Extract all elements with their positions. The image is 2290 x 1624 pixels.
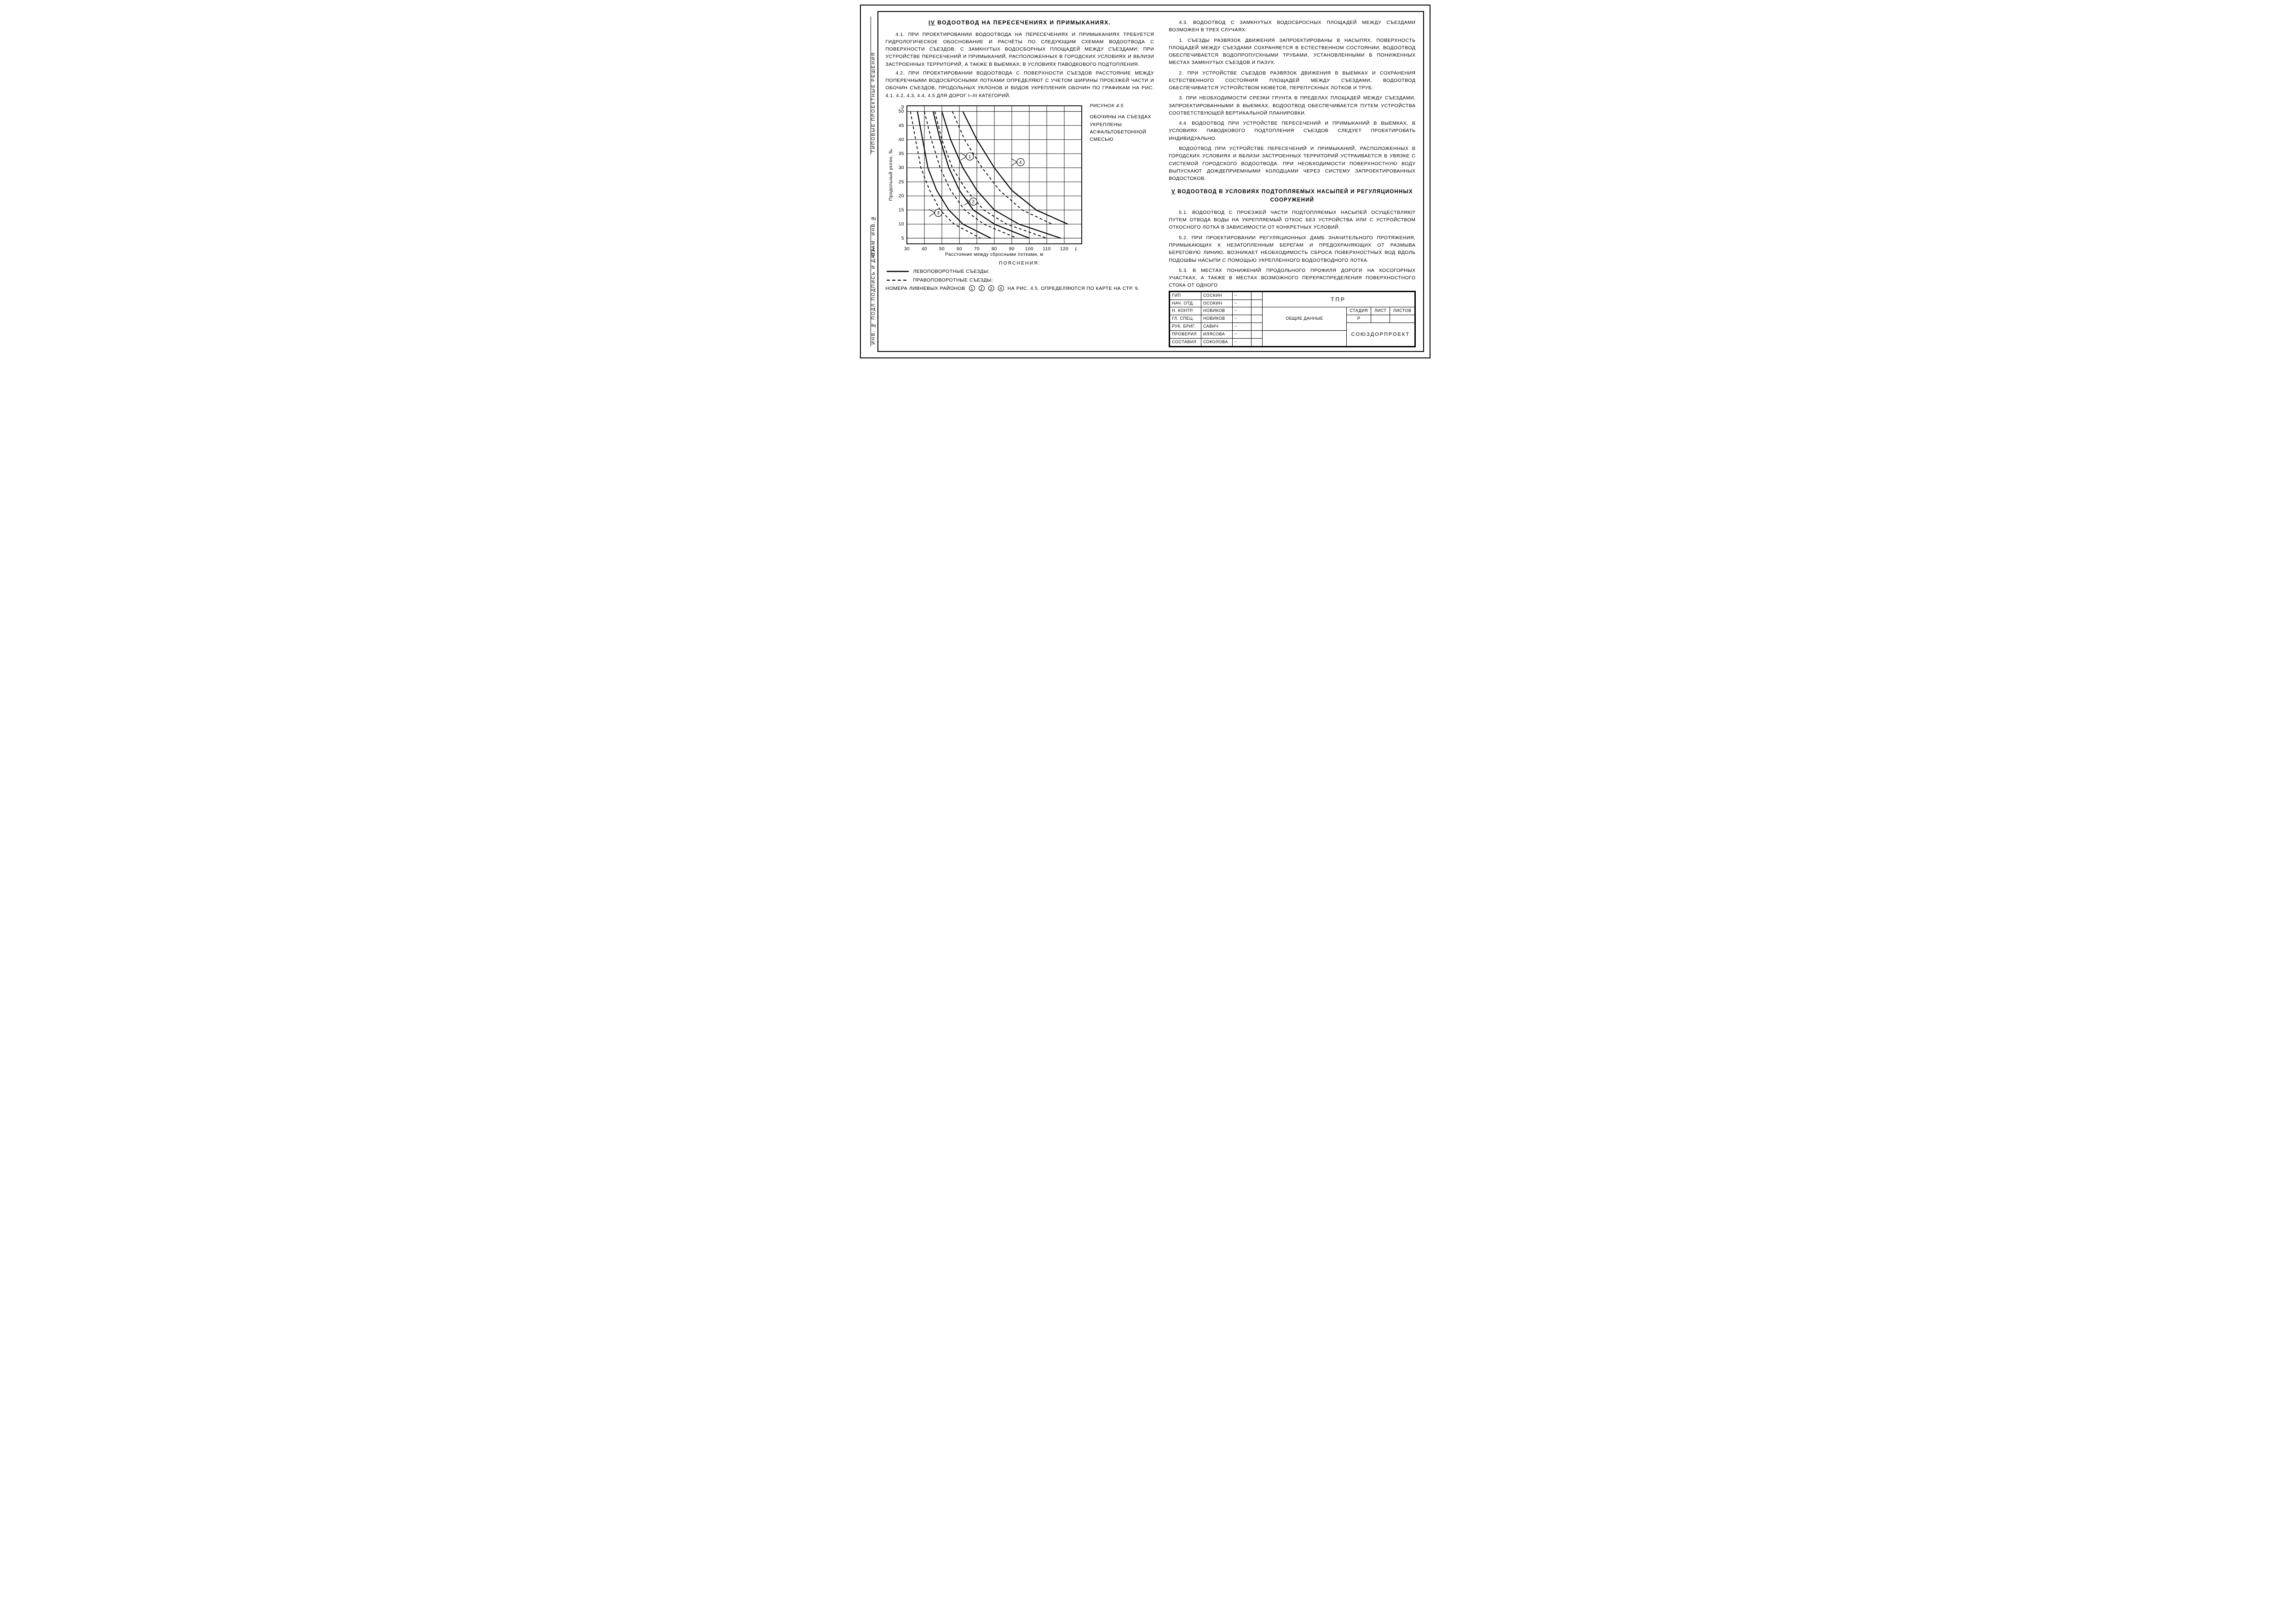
chart-subtitle-1: Обочины на съездах укреплены: [1090, 113, 1154, 128]
legend-note: Номера ливневых районов 1 2 3 4 на рис. …: [886, 285, 1154, 292]
sidebar-label-3: подпись и дата: [871, 258, 876, 302]
svg-text:40: 40: [921, 247, 927, 252]
svg-text:5: 5: [901, 236, 904, 241]
svg-text:4: 4: [1019, 160, 1021, 165]
svg-text:80: 80: [991, 247, 997, 252]
legend-note-1: Номера ливневых районов: [886, 285, 965, 292]
para-5-1: 5.1. Водоотвод с проезжей части подтопля…: [1169, 209, 1415, 231]
right-column: 4.3. Водоотвод с замкнутых водосбросных …: [1161, 12, 1423, 351]
para-4-3: 4.3. Водоотвод с замкнутых водосбросных …: [1169, 19, 1415, 34]
chart-subtitle-2: асфальтобетонной смесью: [1090, 128, 1154, 144]
title-block: ГИПСоскин ~ ТПР Нач. отд.Осокин~ Н. конт…: [1169, 291, 1415, 348]
chart-block: 30 40 50 60 70 80 90 100 110 120 L 5 10 15 20 25 30 35 40 4…: [886, 102, 1154, 258]
legend-solid: левоповоротные съезды;: [886, 268, 1154, 275]
chart-4-5: 30 40 50 60 70 80 90 100 110 120 L 5 10 15 20 25 30 35 40 4…: [886, 102, 1085, 258]
para-4-4a: 4.4. Водоотвод при устройстве пересечени…: [1169, 120, 1415, 142]
svg-text:25: 25: [898, 179, 904, 184]
svg-text:Расстояние между сбросными лот: Расстояние между сбросными лотками, м: [945, 252, 1044, 257]
svg-text:30: 30: [904, 247, 909, 252]
legend-heading: Пояснения:: [886, 259, 1154, 267]
svg-text:10: 10: [898, 222, 904, 227]
svg-text:20: 20: [898, 194, 904, 199]
svg-text:35: 35: [898, 151, 904, 156]
para-5-2: 5.2. При проектировании регуляционных да…: [1169, 234, 1415, 264]
para-4-1: 4.1. При проектировании водоотвода на пе…: [886, 31, 1154, 68]
svg-text:90: 90: [1009, 247, 1014, 252]
legend-solid-label: левоповоротные съезды;: [913, 268, 990, 275]
svg-text:3: 3: [937, 211, 940, 216]
legend-circle-4: 4: [998, 285, 1004, 291]
section-5-heading: V Водоотвод в условиях подтопляемых насы…: [1169, 188, 1415, 205]
para-4-3-1: 1. Съезды развязок движения запроектиров…: [1169, 37, 1415, 67]
legend: Пояснения: левоповоротные съезды; правоп…: [886, 259, 1154, 292]
left-binding-sidebar: типовые проектные решения взам. инв.№ по…: [868, 17, 878, 346]
svg-text:Э: Э: [900, 105, 904, 110]
svg-text:30: 30: [898, 166, 904, 171]
svg-text:120: 120: [1060, 247, 1068, 252]
legend-circle-2: 2: [979, 285, 985, 291]
svg-text:2: 2: [972, 200, 975, 205]
section-4-heading: IV Водоотвод на пересечениях и примыкани…: [886, 18, 1154, 27]
legend-circle-1: 1: [969, 285, 975, 291]
para-4-3-3: 3. При необходимости срезки грунта в пре…: [1169, 94, 1415, 117]
para-4-3-2: 2. При устройстве съездов развязок движе…: [1169, 69, 1415, 92]
legend-dash-icon: [886, 278, 910, 282]
legend-note-2: на рис. 4.5. определяются по карте на ст…: [1008, 285, 1140, 292]
svg-text:50: 50: [939, 247, 944, 252]
legend-dash-label: правоповоротные съезды;: [913, 276, 993, 284]
svg-text:100: 100: [1025, 247, 1033, 252]
svg-text:15: 15: [898, 208, 904, 213]
svg-text:40: 40: [898, 137, 904, 142]
title-block-table: ГИПСоскин ~ ТПР Нач. отд.Осокин~ Н. конт…: [1170, 292, 1414, 347]
chart-title: Рисунок 4.5: [1090, 102, 1154, 109]
content-frame: IV Водоотвод на пересечениях и примыкани…: [877, 11, 1424, 352]
legend-solid-icon: [886, 269, 910, 274]
para-4-4b: Водоотвод при устройстве пересечений и п…: [1169, 145, 1415, 182]
legend-circle-3: 3: [988, 285, 994, 291]
svg-text:L: L: [1075, 247, 1078, 252]
svg-text:1: 1: [968, 155, 971, 160]
svg-text:60: 60: [956, 247, 962, 252]
sidebar-label-4: инв. № подл.: [871, 302, 876, 346]
para-5-3: 5.3. В местах понижений продольного проф…: [1169, 267, 1415, 289]
para-4-2: 4.2. При проектировании водоотвода с пов…: [886, 69, 1154, 99]
scanned-page: типовые проектные решения взам. инв.№ по…: [860, 5, 1431, 358]
svg-text:Продольный уклон, ‰: Продольный уклон, ‰: [888, 149, 894, 201]
sidebar-label-top: типовые проектные решения: [871, 17, 876, 155]
left-column: IV Водоотвод на пересечениях и примыкани…: [878, 12, 1162, 351]
legend-dash: правоповоротные съезды;: [886, 276, 1154, 284]
svg-text:70: 70: [974, 247, 979, 252]
svg-text:45: 45: [898, 123, 904, 128]
svg-text:110: 110: [1043, 247, 1050, 252]
